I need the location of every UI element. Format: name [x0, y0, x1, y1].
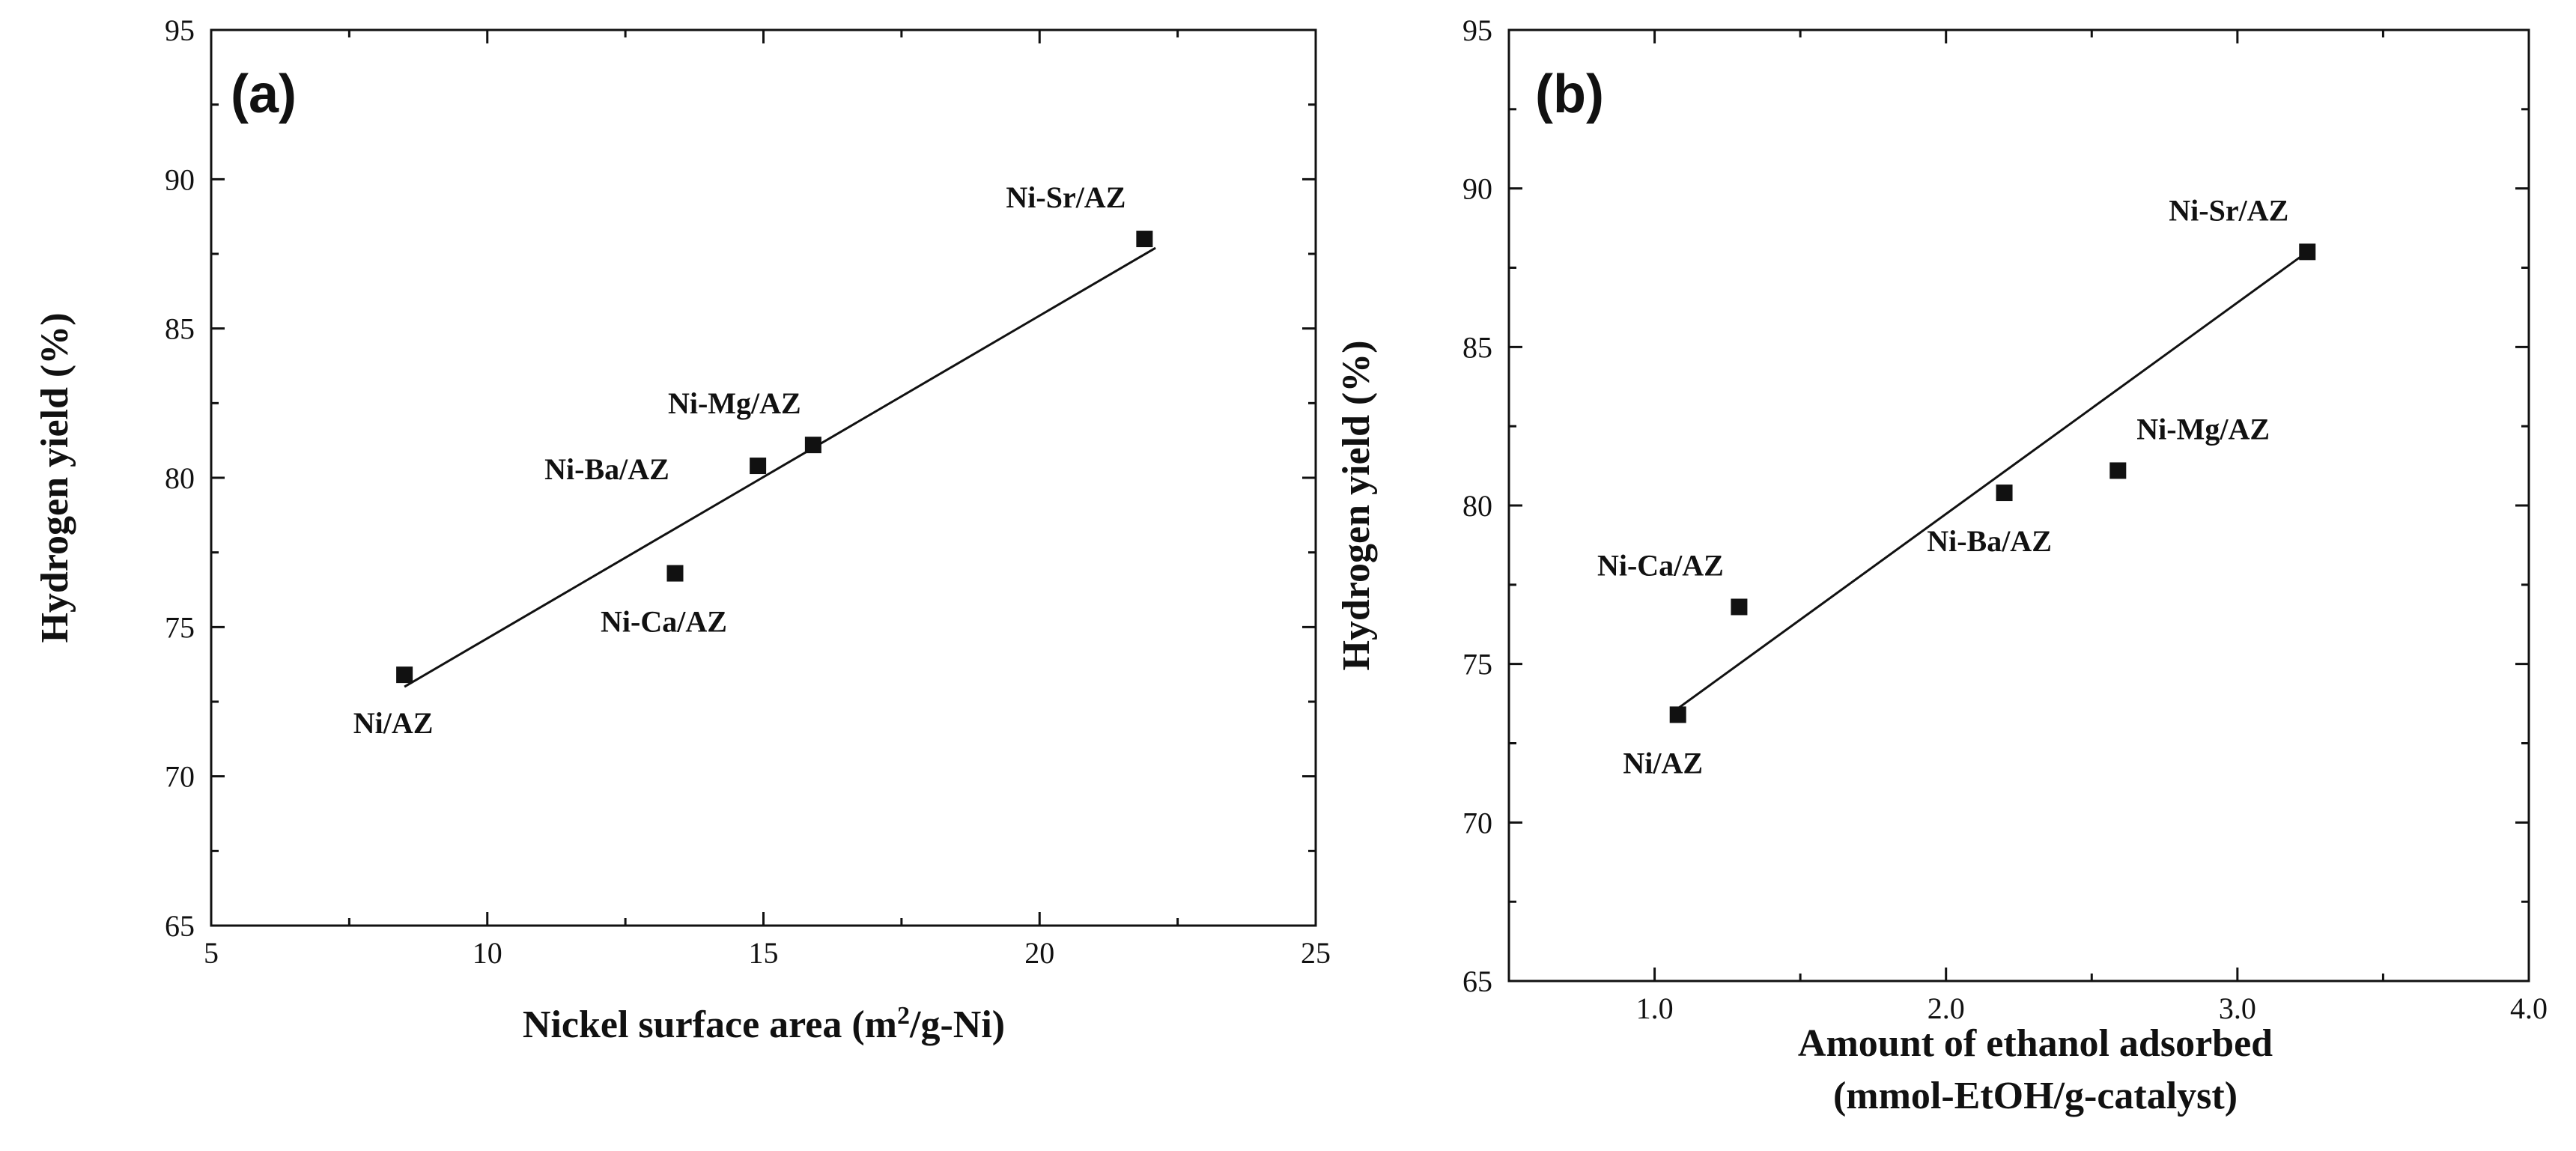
y-tick-label: 65 — [1462, 965, 1492, 998]
data-point-label: Ni-Sr/AZ — [2169, 193, 2288, 227]
x-tick-label: 5 — [204, 936, 219, 970]
data-point-ni-mg-az — [804, 437, 821, 454]
x-tick-label: 4.0 — [2510, 991, 2548, 1025]
chart-panel-b: 65 70 75 80 85 90 95 1.0 2.0 3.0 4.0 Hydrogen yield… — [1335, 13, 2548, 1117]
x-tick-label: 15 — [749, 936, 779, 970]
data-point-label: Ni/AZ — [1623, 746, 1703, 780]
x-axis-label-superscript: 2 — [897, 1002, 910, 1030]
y-axis-label: Hydrogen yield (%) — [34, 312, 76, 643]
x-axis-label-line2: (mmol-EtOH/g-catalyst) — [1833, 1075, 2238, 1117]
data-point-label: Ni-Sr/AZ — [1006, 180, 1126, 214]
data-point-label: Ni-Ca/AZ — [1597, 548, 1724, 582]
data-point-ni-ca-az — [666, 565, 684, 582]
data-point-label: Ni/AZ — [353, 706, 434, 740]
y-tick-label: 75 — [165, 610, 195, 644]
x-tick-label: 1.0 — [1636, 991, 1674, 1025]
data-point-ni-ba-az — [1996, 485, 2013, 502]
x-tick-label: 20 — [1024, 936, 1054, 970]
y-tick-label: 95 — [1462, 13, 1492, 47]
data-point-label: Ni-Mg/AZ — [2136, 412, 2270, 446]
y-tick-label: 90 — [1462, 172, 1492, 206]
y-tick-label: 95 — [165, 13, 195, 47]
x-axis-label: Amount of ethanol adsorbed — [1798, 1022, 2273, 1065]
data-point-label: Ni-Mg/AZ — [668, 386, 801, 420]
chart-panel-a: 65 70 75 80 85 90 95 5 10 15 20 25 Hydrogen yield (%… — [34, 13, 1331, 1046]
data-point-ni-sr-az — [1136, 231, 1153, 248]
y-tick-label: 85 — [165, 312, 195, 346]
data-point-label: Ni-Ba/AZ — [544, 452, 669, 486]
data-point-ni-ca-az — [1731, 598, 1748, 616]
data-point-ni-ba-az — [750, 458, 767, 475]
data-point-label: Ni-Ba/AZ — [1927, 524, 2052, 558]
panel-label: (a) — [231, 64, 297, 124]
x-tick-label: 25 — [1301, 936, 1331, 970]
data-point-ni-az — [396, 666, 413, 684]
y-tick-label: 85 — [1462, 330, 1492, 364]
y-tick-label: 70 — [165, 760, 195, 794]
y-tick-label: 65 — [165, 909, 195, 943]
data-point-ni-mg-az — [2109, 462, 2127, 479]
y-axis-label: Hydrogen yield (%) — [1335, 340, 1378, 670]
data-point-ni-sr-az — [2299, 243, 2316, 261]
x-tick-label: 2.0 — [1928, 991, 1965, 1025]
plot-frame — [1507, 28, 2530, 983]
y-tick-label: 75 — [1462, 648, 1492, 681]
y-tick-label: 80 — [1462, 489, 1492, 523]
linear-fit-line — [404, 246, 1156, 688]
y-tick-label: 90 — [165, 163, 195, 196]
data-point-label: Ni-Ca/AZ — [601, 605, 727, 639]
x-tick-label: 10 — [473, 936, 502, 970]
x-axis-label: Nickel surface area (m2/g-Ni) — [523, 1002, 1005, 1046]
data-point-ni-az — [1669, 706, 1686, 723]
x-tick-label: 3.0 — [2219, 991, 2256, 1025]
x-axis-label-text: Nickel surface area (m — [523, 1003, 897, 1046]
linear-fit-line — [1677, 251, 2309, 710]
y-tick-label: 70 — [1462, 806, 1492, 839]
y-tick-label: 80 — [165, 461, 195, 495]
x-axis-label-tail: /g-Ni) — [909, 1003, 1005, 1046]
panel-label: (b) — [1535, 64, 1604, 124]
